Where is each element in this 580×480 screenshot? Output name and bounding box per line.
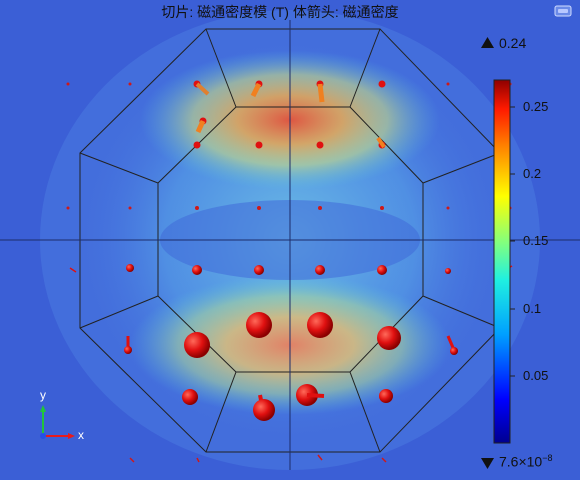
arrow-marker: [450, 347, 458, 355]
slice-lines: [0, 20, 580, 470]
arrow-shaft: [306, 393, 325, 398]
geometry-wireframe: [79, 28, 501, 453]
colorbar-tick-label: 0.05: [523, 367, 549, 383]
arrow-shaft: [381, 457, 387, 463]
arrow-marker: [126, 264, 134, 272]
plot-title: 切片: 磁通密度模 (T) 体箭头: 磁通密度: [161, 4, 399, 20]
min-value-label: 7.6×10−8: [499, 453, 552, 470]
arrow-marker: [377, 326, 401, 350]
arrow-marker: [66, 206, 70, 210]
arrow-shaft: [69, 267, 77, 273]
axis-triad: [40, 405, 75, 439]
arrow-marker: [379, 389, 393, 403]
colorbar-tick-label: 0.2: [523, 166, 542, 182]
x-axis-label: x: [78, 428, 84, 442]
arrow-marker: [66, 82, 70, 86]
arrow-marker: [255, 141, 263, 149]
arrow-marker: [246, 312, 272, 338]
arrow-marker: [253, 399, 275, 421]
z-axis-dot: [40, 433, 46, 439]
max-value-label: 0.24: [499, 35, 526, 51]
colorbar-tick-label: 0.15: [523, 233, 549, 249]
arrow-shaft: [196, 457, 200, 463]
x-axis-head: [68, 433, 75, 439]
arrow-shaft: [250, 82, 262, 98]
min-value-exponent: −8: [542, 453, 553, 463]
arrow-marker: [195, 206, 199, 210]
y-axis-head: [40, 405, 46, 412]
colorbar-ticks: [510, 106, 515, 377]
arrow-marker: [193, 141, 201, 149]
arrow-marker: [318, 206, 322, 210]
arrow-marker: [124, 346, 132, 354]
arrow-marker: [182, 389, 198, 405]
arrow-marker: [307, 312, 333, 338]
arrow-marker: [257, 206, 261, 210]
max-value-text: 0.24: [499, 35, 527, 51]
down-triangle-icon: [481, 458, 494, 469]
arrow-marker: [380, 206, 384, 210]
arrow-marker: [446, 206, 450, 210]
arrow-shaft: [317, 454, 323, 461]
arrow-marker: [445, 268, 451, 274]
min-value-base: 7.6×10: [499, 453, 543, 470]
colorbar: [493, 79, 511, 444]
colorbar-tick-label: 0.1: [523, 300, 542, 316]
arrow-marker: [128, 82, 132, 86]
arrow-marker: [128, 206, 132, 210]
arrow-shaft: [376, 136, 386, 149]
logo-icon[interactable]: [554, 4, 572, 18]
y-axis-label: y: [40, 388, 46, 402]
arrow-marker: [184, 332, 210, 358]
arrow-shaft: [195, 82, 210, 96]
arrow-marker: [378, 80, 386, 88]
arrow-marker: [254, 265, 264, 275]
arrow-marker: [192, 265, 202, 275]
arrow-marker: [316, 141, 324, 149]
arrow-shaft: [195, 119, 206, 134]
arrow-field: [66, 80, 513, 463]
arrow-shaft: [317, 83, 325, 103]
arrow-marker: [377, 265, 387, 275]
arrow-marker: [446, 82, 450, 86]
arrow-marker: [315, 265, 325, 275]
arrow-shaft: [129, 457, 135, 463]
colorbar-tick-label: 0.25: [523, 98, 549, 114]
up-triangle-icon: [481, 37, 494, 48]
